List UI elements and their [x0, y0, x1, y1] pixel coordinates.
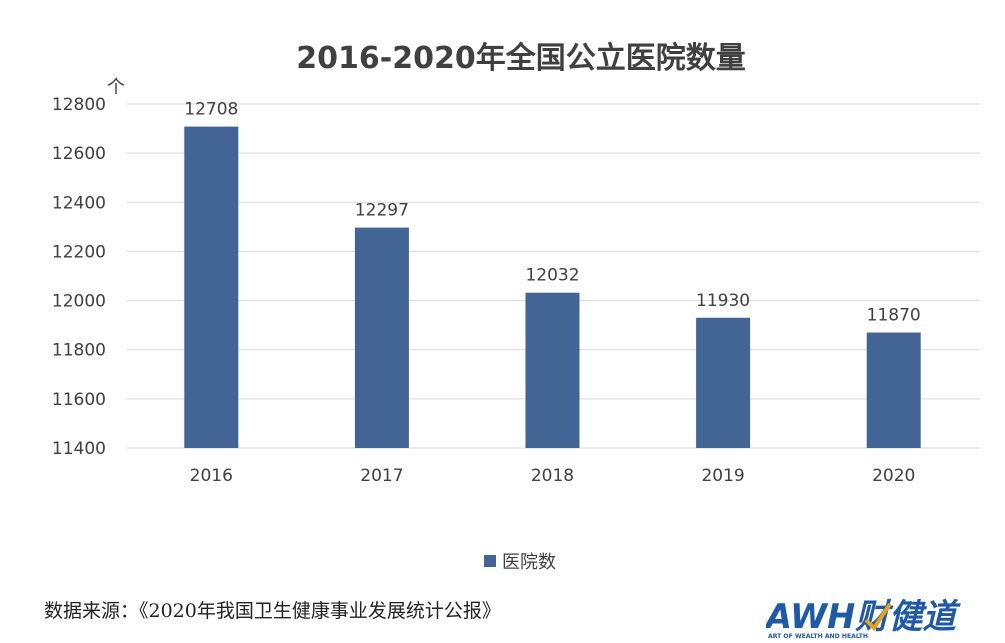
y-tick-label: 12800 [52, 95, 106, 115]
bar-2016 [184, 126, 239, 448]
x-tick-label-2020: 2020 [872, 466, 915, 486]
logo-wordmark: AWH财健道 [766, 597, 961, 637]
data-label-2017: 12297 [355, 201, 409, 221]
bar-2017 [354, 227, 409, 448]
bar-2018 [525, 292, 580, 448]
bar-2019 [696, 317, 751, 448]
legend: 医院数 [484, 552, 556, 573]
legend-label: 医院数 [502, 552, 556, 573]
y-tick-label: 12600 [52, 144, 106, 164]
x-axis-ticks: 2016 2017 2018 2019 2020 [190, 466, 916, 486]
logo-checkmark-icon [864, 602, 892, 632]
y-tick-label: 12200 [52, 242, 106, 262]
data-label-2018: 12032 [525, 266, 579, 286]
legend-swatch [484, 555, 496, 567]
x-tick-label-2018: 2018 [531, 466, 574, 486]
y-tick-label: 12000 [52, 292, 106, 312]
y-tick-label: 11800 [52, 341, 106, 361]
data-label-2020: 11870 [867, 306, 921, 326]
y-tick-label: 11600 [52, 390, 106, 410]
y-axis-ticks: 11400 11600 11800 12000 12200 12400 12600 12800 [52, 95, 106, 459]
awh-logo: AWH财健道 ART OF WEALTH AND HEALTH [766, 597, 961, 640]
data-label-2019: 11930 [696, 291, 750, 311]
y-tick-label: 12400 [52, 193, 106, 213]
x-tick-label-2017: 2017 [360, 466, 403, 486]
data-source-note: 数据来源：《2020年我国卫生健康事业发展统计公报》 [44, 600, 501, 622]
y-axis-unit-label: 个 [107, 77, 125, 98]
logo-tagline: ART OF WEALTH AND HEALTH [768, 633, 868, 640]
x-tick-label-2019: 2019 [701, 466, 744, 486]
bar-2020 [866, 332, 921, 448]
y-tick-label: 11400 [52, 439, 106, 459]
bars [184, 126, 921, 448]
data-labels: 12708 12297 12032 11930 11870 [184, 100, 920, 326]
data-label-2016: 12708 [184, 100, 238, 120]
x-tick-label-2016: 2016 [190, 466, 233, 486]
chart-title: 2016-2020年全国公立医院数量 [296, 41, 745, 76]
